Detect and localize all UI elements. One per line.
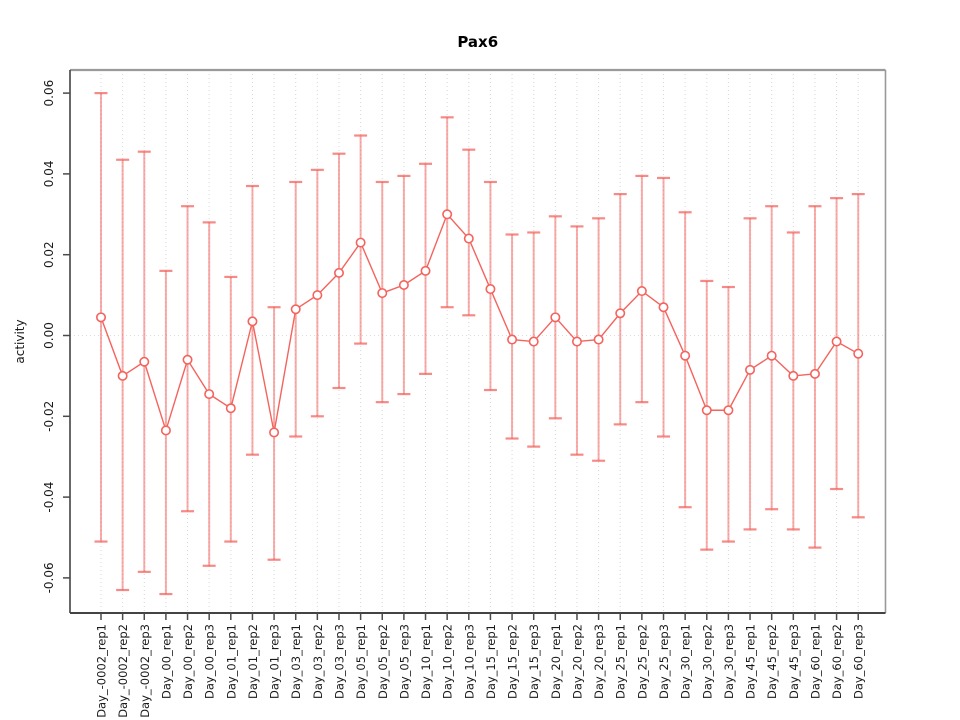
- data-layer: [94, 91, 865, 596]
- x-tick-label: Day_15_rep3: [527, 624, 541, 699]
- x-tick-label: Day_05_rep2: [376, 624, 390, 699]
- data-point: [745, 364, 756, 375]
- x-tick-label: Day_30_rep3: [722, 624, 736, 699]
- y-tick-label: -0.04: [42, 482, 56, 513]
- x-tick-label: Day_60_rep1: [808, 624, 822, 699]
- x-tick-label: Day_45_rep2: [765, 624, 779, 699]
- data-point: [463, 233, 474, 244]
- data-point: [398, 279, 409, 290]
- x-tick-label: Day_-0002_rep2: [116, 624, 130, 718]
- data-point: [485, 284, 496, 295]
- y-tick-label: -0.06: [42, 562, 56, 593]
- x-tick-label: Day_15_rep1: [484, 624, 498, 699]
- data-point: [571, 336, 582, 347]
- x-tick-label: Day_03_rep3: [332, 624, 346, 699]
- y-tick-label: 0.02: [42, 241, 56, 268]
- data-point: [182, 354, 193, 365]
- x-tick-label: Day_03_rep1: [289, 624, 303, 699]
- x-tick-label: Day_10_rep1: [419, 624, 433, 699]
- x-tick-label: Day_03_rep2: [311, 624, 325, 699]
- x-tick-label: Day_00_rep1: [159, 624, 173, 699]
- error-bar: [462, 148, 476, 317]
- data-point: [701, 405, 712, 416]
- y-tick-label: 0.00: [42, 322, 56, 349]
- x-tick-label: Day_05_rep3: [397, 624, 411, 699]
- x-tick-label: Day_-0002_rep1: [95, 624, 109, 718]
- x-tick-label: Day_01_rep3: [268, 624, 282, 699]
- data-point: [225, 403, 236, 414]
- x-tick-label: Day_30_rep1: [679, 624, 693, 699]
- y-axis-title: activity: [13, 319, 27, 363]
- y-tick-label: 0.04: [42, 161, 56, 188]
- x-tick-label: Day_60_rep3: [852, 624, 866, 699]
- data-point: [204, 389, 215, 400]
- y-tick-label: 0.06: [42, 80, 56, 107]
- data-point: [593, 334, 604, 345]
- x-tick-label: Day_60_rep2: [830, 624, 844, 699]
- x-tick-label: Day_05_rep1: [354, 624, 368, 699]
- x-tick-label: Day_10_rep3: [462, 624, 476, 699]
- data-point: [290, 304, 301, 315]
- data-point: [312, 290, 323, 301]
- data-point: [528, 336, 539, 347]
- data-point: [377, 288, 388, 299]
- x-tick-label: Day_00_rep2: [181, 624, 195, 699]
- data-point: [853, 348, 864, 359]
- grid-layer: [70, 70, 886, 613]
- x-tick-label: Day_45_rep3: [787, 624, 801, 699]
- x-tick-label: Day_00_rep3: [203, 624, 217, 699]
- data-point: [442, 209, 453, 220]
- x-tick-label: Day_-0002_rep3: [138, 624, 152, 718]
- data-point: [809, 368, 820, 379]
- x-tick-label: Day_20_rep3: [592, 624, 606, 699]
- x-tick-label: Day_15_rep2: [506, 624, 520, 699]
- x-tick-label: Day_01_rep1: [224, 624, 238, 699]
- data-point: [420, 265, 431, 276]
- x-tick-label: Day_20_rep1: [549, 624, 563, 699]
- x-tick-label: Day_20_rep2: [570, 624, 584, 699]
- x-tick-label: Day_25_rep2: [635, 624, 649, 699]
- data-point: [333, 267, 344, 278]
- chart-title: Pax6: [457, 33, 498, 51]
- x-tick-label: Day_45_rep1: [744, 624, 758, 699]
- data-point: [550, 312, 561, 323]
- data-point: [658, 302, 669, 313]
- y-tick-label: -0.02: [42, 401, 56, 432]
- error-bar: [786, 231, 800, 531]
- x-tick-label: Day_10_rep2: [441, 624, 455, 699]
- data-point: [636, 286, 647, 297]
- x-tick-label: Day_30_rep2: [700, 624, 714, 699]
- data-point: [680, 350, 691, 361]
- x-tick-label: Day_25_rep3: [657, 624, 671, 699]
- data-point: [355, 237, 366, 248]
- data-point: [831, 336, 842, 347]
- data-point: [139, 356, 150, 367]
- x-tick-label: Day_01_rep2: [246, 624, 260, 699]
- data-point: [247, 316, 258, 327]
- axis-layer: 0.06 0.04 0.02 0.00 -0.02 -0.04 -0.06 Day_-0002…: [42, 68, 887, 718]
- data-point: [160, 425, 171, 436]
- data-point: [96, 312, 107, 323]
- data-point: [615, 308, 626, 319]
- data-point: [269, 427, 280, 438]
- data-point: [766, 350, 777, 361]
- data-point: [507, 334, 518, 345]
- data-point: [723, 405, 734, 416]
- data-point: [117, 370, 128, 381]
- series-line: [100, 212, 859, 433]
- x-tick-label: Day_25_rep1: [614, 624, 628, 699]
- error-bar: [700, 279, 714, 551]
- data-point: [788, 370, 799, 381]
